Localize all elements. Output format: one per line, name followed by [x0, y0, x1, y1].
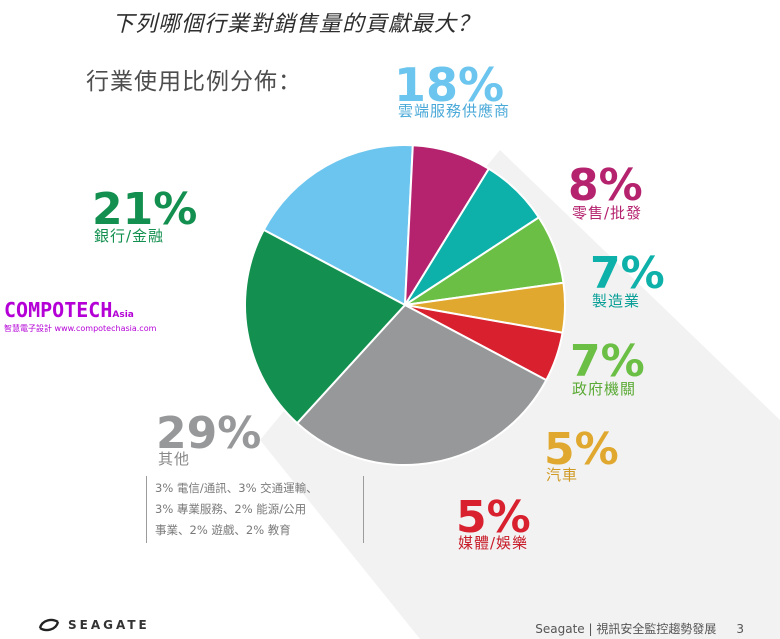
label-government: 政府機關: [572, 380, 637, 398]
pct-manufacturing: 7%: [590, 248, 665, 299]
label-retail: 零售/批發: [572, 204, 643, 222]
seagate-logo: SEAGATE: [38, 617, 150, 633]
label-media: 媒體/娛樂: [458, 534, 529, 552]
footer-caption-area: Seagate | 視訊安全監控趨勢發展 3: [535, 620, 744, 637]
watermark-main: COMPOTECH: [4, 298, 113, 322]
label-cloud: 雲端服務供應商: [398, 102, 511, 120]
pct-cloud: 18%: [394, 58, 505, 112]
label-banking: 銀行/金融: [94, 227, 165, 245]
pct-government: 7%: [570, 336, 645, 387]
seagate-swirl-icon: [38, 618, 60, 632]
compotech-watermark: COMPOTECHAsia 智慧電子設計 www.compotechasia.c…: [4, 298, 156, 334]
label-auto: 汽車: [546, 466, 579, 484]
pct-retail: 8%: [568, 160, 643, 211]
label-manufacturing: 製造業: [592, 292, 641, 310]
watermark-sub: 智慧電子設計 www.compotechasia.com: [4, 324, 157, 333]
footer-caption: Seagate | 視訊安全監控趨勢發展: [535, 622, 717, 636]
pie-slice: [295, 303, 548, 466]
other-breakdown-note: 3% 電信/通訊、3% 交通運輸、 3% 專業服務、2% 能源/公用 事業、2%…: [146, 476, 364, 543]
brand-name: SEAGATE: [68, 618, 150, 632]
pie-slice: [262, 144, 414, 307]
chart-subtitle: 行業使用比例分佈：: [86, 69, 302, 95]
pie-slice: [244, 228, 407, 425]
pct-other: 29%: [156, 408, 262, 459]
page-number: 3: [736, 622, 744, 636]
other-breakdown-line: 3% 電信/通訊、3% 交通運輸、: [155, 481, 318, 495]
question-title: 下列哪個行業對銷售量的貢獻最大？: [112, 12, 481, 37]
pct-auto: 5%: [544, 424, 619, 475]
watermark-asia: Asia: [112, 310, 134, 320]
pct-banking: 21%: [92, 184, 198, 235]
other-breakdown-line: 3% 專業服務、2% 能源/公用: [155, 502, 307, 516]
label-other: 其他: [158, 450, 191, 468]
other-breakdown-line: 事業、2% 遊戲、2% 教育: [155, 523, 291, 537]
pct-media: 5%: [456, 492, 531, 543]
